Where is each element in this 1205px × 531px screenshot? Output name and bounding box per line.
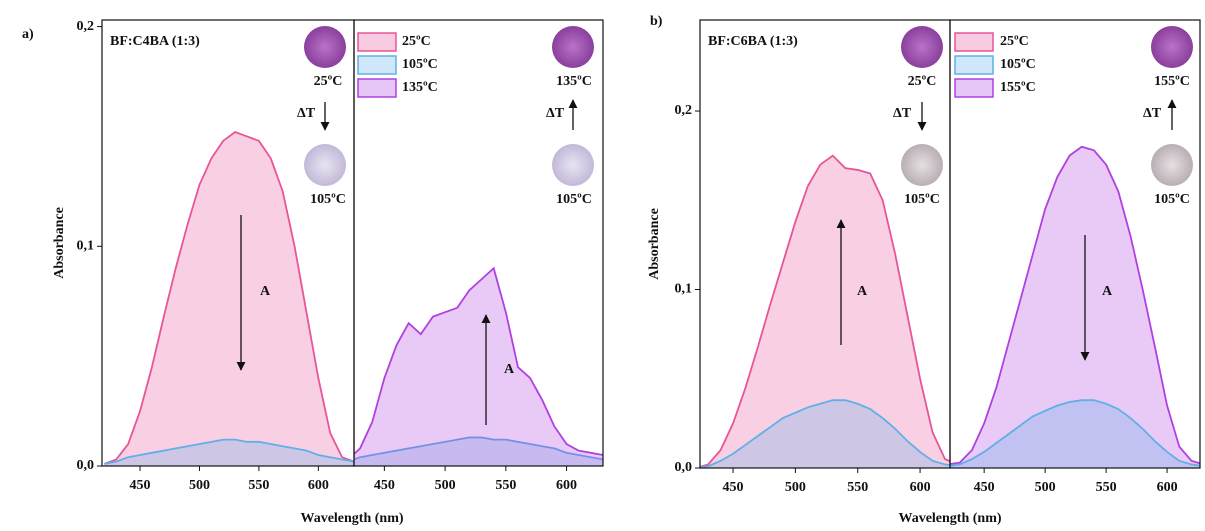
sample-photo	[304, 26, 346, 68]
annotation: A	[857, 284, 868, 299]
annotation: 25ºC	[314, 74, 343, 89]
x-tick-label: 450	[130, 478, 151, 493]
sample-photo	[1151, 26, 1193, 68]
line	[104, 438, 354, 465]
x-tick-label: 600	[308, 478, 329, 493]
y-tick-label: 0,1	[675, 282, 693, 297]
plot-area	[950, 145, 1200, 468]
legend-swatch	[954, 32, 994, 52]
area	[354, 268, 603, 466]
x-tick-label: 600	[556, 478, 577, 493]
panel-label: b)	[650, 14, 663, 29]
sample-photo	[552, 26, 594, 68]
x-tick-label: 450	[974, 480, 995, 495]
plot-frame	[353, 19, 604, 467]
sample-photo	[1151, 144, 1193, 186]
legend-swatch	[357, 32, 397, 52]
legend-label: 25ºC	[1000, 34, 1029, 49]
annotation: 155ºC	[1154, 74, 1190, 89]
x-tick-label: 550	[847, 480, 868, 495]
panel-label: a)	[22, 27, 34, 42]
area	[104, 439, 354, 466]
y-tick-label: 0,2	[77, 19, 95, 34]
x-tick-label: 550	[1096, 480, 1117, 495]
area	[700, 400, 950, 468]
sample-photo	[901, 144, 943, 186]
area	[950, 400, 1200, 468]
line	[950, 399, 1200, 467]
sample-photo	[901, 26, 943, 68]
legend-swatch	[357, 55, 397, 75]
annotation: ΔT	[546, 106, 565, 121]
x-tick-label: 500	[435, 478, 456, 493]
annotation: A	[260, 284, 271, 299]
x-tick-label: 500	[189, 478, 210, 493]
annotation: A	[1102, 284, 1113, 299]
line	[354, 266, 603, 456]
x-tick-label: 550	[248, 478, 269, 493]
y-tick-label: 0,0	[675, 460, 693, 475]
plot-area	[354, 266, 603, 466]
annotation: 105ºC	[1154, 192, 1190, 207]
sample-photo	[552, 144, 594, 186]
plot-area	[700, 154, 950, 468]
annotation: ΔT	[297, 106, 316, 121]
legend-swatch	[954, 55, 994, 75]
y-tick-label: 0,1	[77, 239, 95, 254]
x-axis-label: Wavelength (nm)	[898, 511, 1001, 526]
area	[354, 437, 603, 466]
plot-area	[104, 131, 354, 466]
legend-label: 105ºC	[1000, 57, 1036, 72]
annotation: 25ºC	[908, 74, 937, 89]
legend-label: 25ºC	[402, 34, 431, 49]
line	[700, 154, 950, 468]
x-tick-label: 450	[374, 478, 395, 493]
x-tick-label: 450	[723, 480, 744, 495]
line	[700, 399, 950, 468]
y-tick-label: 0,0	[77, 458, 95, 473]
line	[950, 145, 1200, 465]
x-tick-label: 600	[1157, 480, 1178, 495]
panel-title: BF:C4BA (1:3)	[110, 34, 200, 49]
annotation: ΔT	[1143, 106, 1162, 121]
y-axis-label: Absorbance	[647, 208, 662, 280]
legend-label: 135ºC	[402, 80, 438, 95]
legend-swatch	[357, 78, 397, 98]
y-tick-label: 0,2	[675, 103, 693, 118]
x-axis-label: Wavelength (nm)	[300, 511, 403, 526]
legend-label: 105ºC	[402, 57, 438, 72]
annotation: 105ºC	[904, 192, 940, 207]
annotation: A	[504, 362, 515, 377]
x-tick-label: 550	[495, 478, 516, 493]
area	[950, 146, 1200, 468]
annotation: ΔT	[893, 106, 912, 121]
annotation: 105ºC	[556, 192, 592, 207]
annotation: 135ºC	[556, 74, 592, 89]
plot-frame	[949, 19, 1201, 469]
x-tick-label: 500	[785, 480, 806, 495]
annotation: 105ºC	[310, 192, 346, 207]
panel-title: BF:C6BA (1:3)	[708, 34, 798, 49]
line	[104, 131, 354, 465]
sample-photo	[304, 144, 346, 186]
legend-label: 155ºC	[1000, 80, 1036, 95]
legend-swatch	[954, 78, 994, 98]
area	[104, 132, 354, 466]
x-tick-label: 600	[910, 480, 931, 495]
area	[700, 155, 950, 468]
y-axis-label: Absorbance	[52, 207, 67, 279]
x-tick-label: 500	[1035, 480, 1056, 495]
line	[354, 436, 603, 461]
